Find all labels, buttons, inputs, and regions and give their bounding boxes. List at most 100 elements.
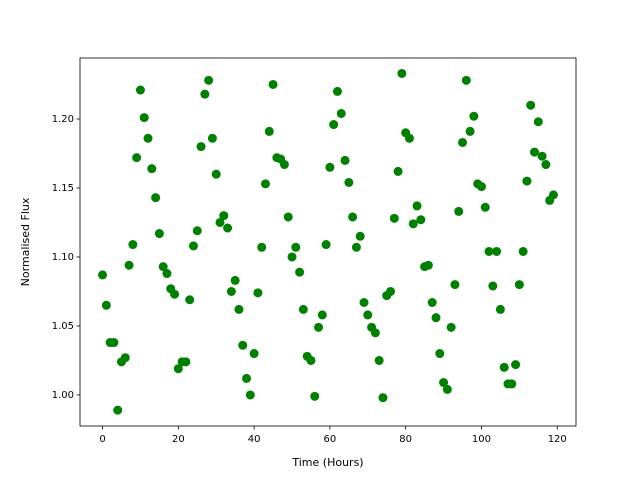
point [279, 160, 289, 170]
point [143, 133, 153, 143]
point [211, 169, 221, 179]
point [412, 201, 422, 211]
point [204, 75, 214, 85]
point [325, 162, 335, 172]
point [170, 289, 180, 299]
point [355, 231, 365, 241]
y-axis-label: Normalised Flux [19, 197, 32, 286]
point [458, 137, 468, 147]
point [386, 286, 396, 296]
point [511, 360, 521, 370]
point [132, 153, 142, 163]
point [257, 242, 267, 252]
point [139, 113, 149, 123]
point [435, 349, 445, 359]
point [329, 120, 339, 130]
point [245, 390, 255, 400]
x-tick-label: 100 [472, 434, 491, 445]
point [124, 260, 134, 270]
point [253, 288, 263, 298]
point [359, 298, 369, 308]
point [488, 281, 498, 291]
y-tick-label: 1.05 [52, 321, 74, 332]
point [192, 226, 202, 236]
point [450, 280, 460, 290]
point [378, 393, 388, 403]
point [234, 304, 244, 314]
point [135, 85, 145, 95]
point [113, 405, 123, 415]
point [226, 286, 236, 296]
point [476, 182, 486, 192]
point [507, 379, 517, 389]
y-tick-label: 1.20 [52, 114, 74, 125]
point [264, 126, 274, 136]
point [215, 217, 225, 227]
point [283, 212, 293, 222]
point [109, 338, 119, 348]
point [332, 86, 342, 96]
point [484, 246, 494, 256]
point [541, 160, 551, 170]
point [321, 240, 331, 250]
point [469, 111, 479, 121]
point [98, 270, 108, 280]
point [526, 100, 536, 110]
y-tick-label: 1.10 [52, 252, 74, 263]
point [454, 206, 464, 216]
point [370, 328, 380, 338]
point [344, 177, 354, 187]
point [219, 211, 229, 221]
point [514, 280, 524, 290]
point [533, 117, 543, 127]
point [291, 242, 301, 252]
point [162, 269, 172, 279]
point [200, 89, 210, 99]
point [348, 212, 358, 222]
point [442, 384, 452, 394]
point [427, 298, 437, 308]
x-axis-label: Time (Hours) [291, 456, 363, 469]
point [374, 355, 384, 365]
point [101, 300, 111, 310]
point [351, 242, 361, 252]
point [336, 108, 346, 118]
point [268, 79, 278, 89]
point [340, 155, 350, 165]
point [363, 310, 373, 320]
point [120, 353, 130, 363]
point [128, 240, 138, 250]
y-tick-label: 1.15 [52, 183, 74, 194]
point [465, 126, 475, 136]
point [298, 304, 308, 314]
point [408, 219, 418, 229]
x-tick-label: 120 [548, 434, 567, 445]
point [310, 391, 320, 401]
point [537, 151, 547, 161]
y-tick-label: 1.00 [52, 390, 74, 401]
point [181, 357, 191, 367]
point [416, 215, 426, 225]
point [287, 252, 297, 262]
point [260, 179, 270, 189]
point [154, 229, 164, 239]
x-tick-label: 20 [172, 434, 185, 445]
plot-frame [79, 57, 577, 427]
x-tick-label: 40 [248, 434, 261, 445]
point [518, 246, 528, 256]
x-tick-label: 0 [99, 434, 105, 445]
point [207, 133, 217, 143]
point [242, 373, 252, 383]
point [495, 304, 505, 314]
point [317, 310, 327, 320]
point [431, 313, 441, 323]
point [522, 176, 532, 186]
point [439, 378, 449, 388]
point [314, 322, 324, 332]
point [295, 267, 305, 277]
point [188, 241, 198, 251]
point [173, 364, 183, 374]
point [446, 322, 456, 332]
